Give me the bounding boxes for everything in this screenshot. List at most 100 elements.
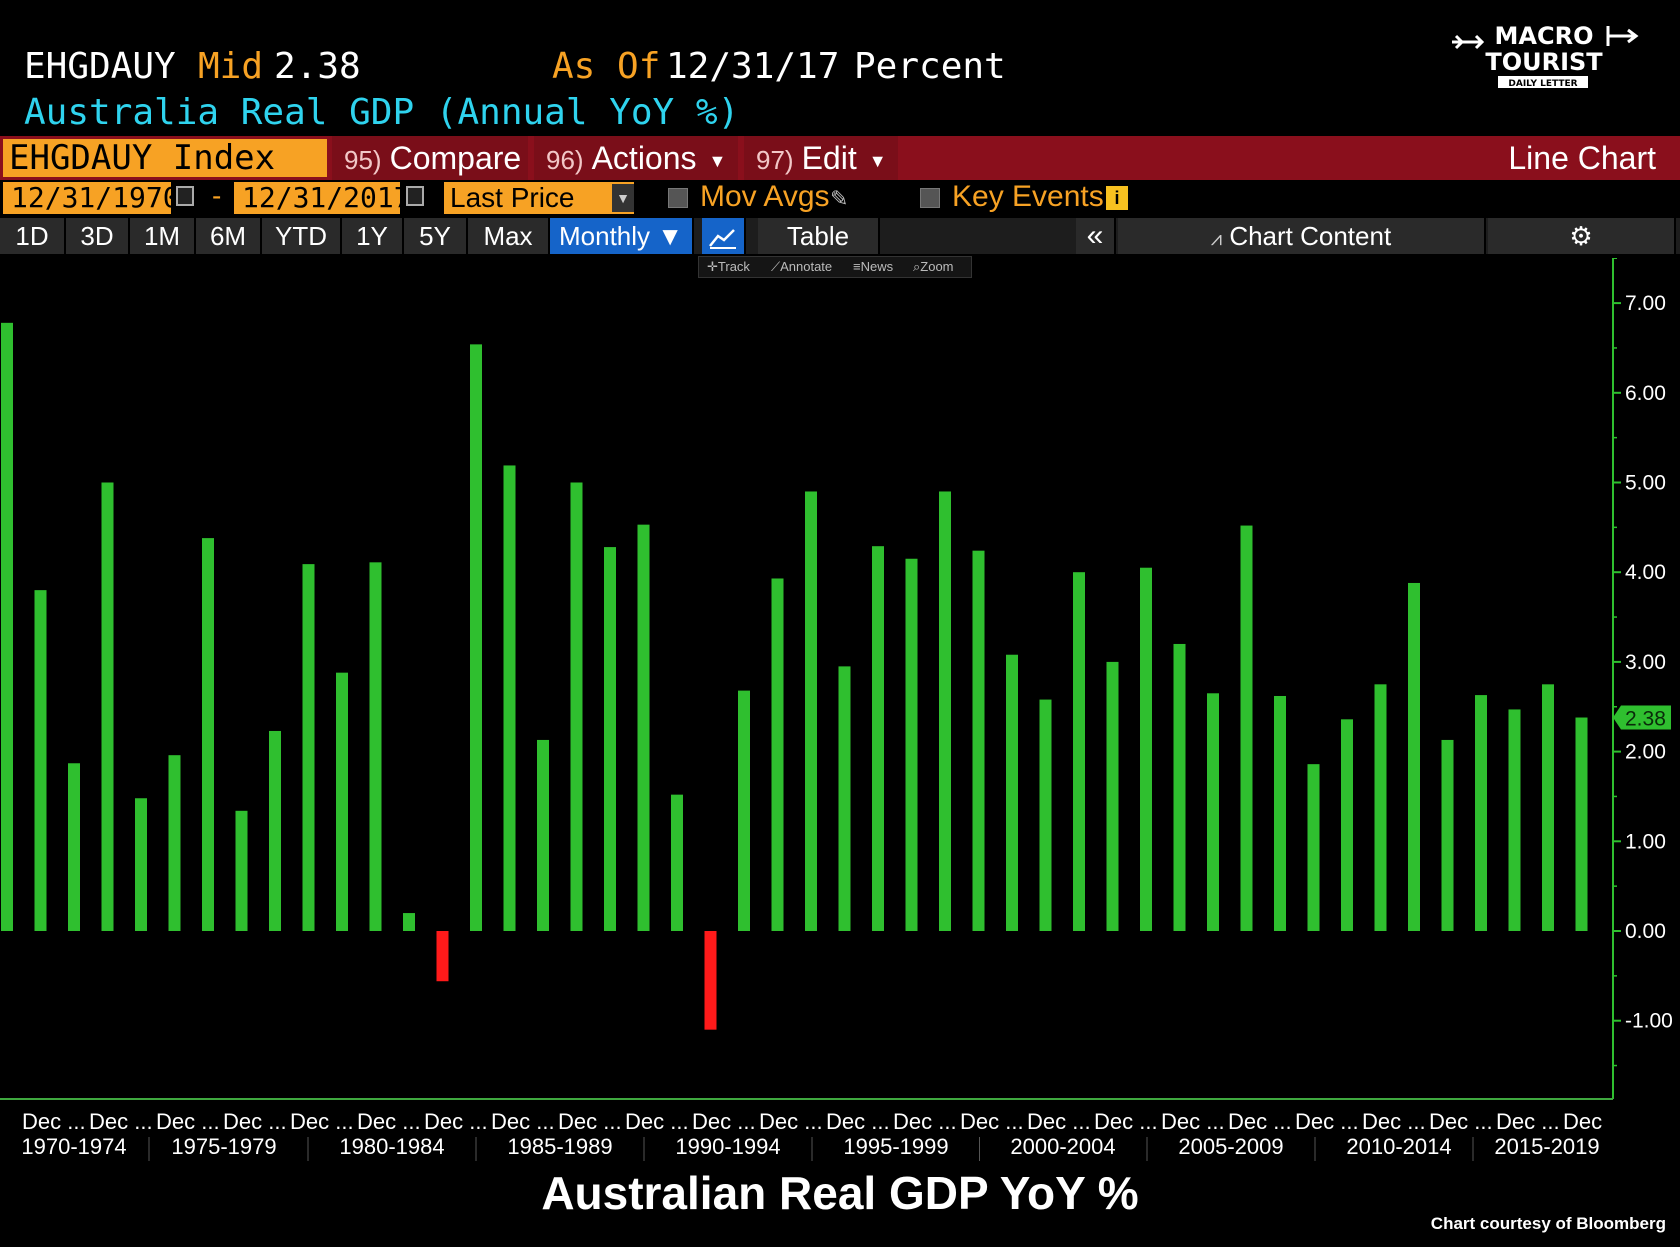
gdp-bar	[1039, 699, 1052, 931]
period-ytd-button[interactable]: YTD	[262, 218, 342, 254]
period-max-button[interactable]: Max	[468, 218, 550, 254]
gdp-bar	[604, 547, 616, 931]
gdp-bar	[336, 672, 348, 931]
annotate-tool[interactable]: ⟋ Annotate	[771, 257, 832, 277]
gdp-bar	[805, 491, 817, 931]
chart-content-icon: ⩘	[1210, 228, 1223, 250]
period-5y-button[interactable]: 5Y	[404, 218, 468, 254]
frequency-select[interactable]: Monthly ▼	[550, 218, 694, 254]
field-select[interactable]: Last Price	[444, 182, 634, 214]
calendar-icon[interactable]	[406, 186, 424, 206]
x-tick-label: Dec ...	[1161, 1109, 1225, 1134]
table-button[interactable]: Table	[758, 218, 880, 254]
pencil-icon[interactable]: ✎	[830, 186, 849, 211]
chart-type-label[interactable]: Line Chart	[1508, 140, 1656, 176]
key-events-label: Key Events	[952, 180, 1104, 213]
asof-label: As Of	[552, 46, 661, 87]
x-tick-label: Dec ...	[1027, 1109, 1091, 1134]
x-tick-label: Dec	[1563, 1109, 1602, 1134]
gdp-bar	[1140, 567, 1152, 931]
collapse-icon[interactable]: «	[1076, 218, 1116, 254]
end-date-input[interactable]: 12/31/2017	[234, 182, 411, 214]
gdp-bar	[1307, 764, 1320, 931]
compare-number: 95)	[344, 145, 382, 175]
frequency-label: Monthly	[558, 221, 651, 251]
bar-chart: -1.00 0.00 1.00 2.00 3.00 4.00 5.00 6.00 7.00 2.3…	[0, 258, 1673, 1161]
gdp-bar	[771, 578, 784, 931]
gdp-bar	[470, 344, 482, 931]
x-tick-label: Dec ...	[826, 1109, 890, 1134]
ticker-symbol: EHGDAUY	[24, 46, 176, 87]
x-tick-label: Dec ...	[1295, 1109, 1359, 1134]
edit-label: Edit	[801, 140, 857, 176]
mov-avgs-checkbox[interactable]	[668, 188, 688, 208]
compare-button[interactable]: 95) Compare	[332, 136, 528, 180]
gdp-bar	[1274, 695, 1286, 931]
units-label: Percent	[854, 46, 1006, 87]
x-tick-label: Dec ...	[89, 1109, 153, 1134]
period-1y-button[interactable]: 1Y	[342, 218, 404, 254]
start-date-input[interactable]: 12/31/1970	[3, 182, 180, 214]
caret-down-icon: ▼	[868, 150, 887, 171]
x-group-label: 1985-1989	[507, 1134, 612, 1159]
gdp-bar	[1341, 719, 1353, 931]
gdp-bar	[1, 322, 13, 931]
zoom-tool[interactable]: ⌕ Zoom	[913, 257, 954, 277]
track-label: Track	[717, 259, 750, 274]
period-3d-button[interactable]: 3D	[66, 218, 130, 254]
gdp-bar	[1006, 654, 1018, 931]
gdp-bar	[1475, 695, 1487, 931]
gdp-bar	[637, 524, 650, 931]
gdp-bar	[671, 794, 683, 931]
gdp-bar	[403, 913, 415, 931]
calendar-icon[interactable]	[176, 186, 194, 206]
y-tick-label: 1.00	[1625, 830, 1666, 853]
gdp-bar	[905, 558, 918, 931]
x-tick-label: Dec ...	[22, 1109, 86, 1134]
last-value-marker	[1613, 705, 1671, 730]
gdp-bar	[1575, 717, 1588, 931]
chart-title: Australian Real GDP YoY %	[541, 1167, 1139, 1219]
y-tick-label: -1.00	[1625, 1010, 1673, 1033]
y-tick-label: 2.00	[1625, 741, 1666, 764]
dropdown-arrow-icon[interactable]: ▼	[612, 184, 634, 212]
x-group-label: 2005-2009	[1178, 1134, 1283, 1159]
x-tick-label: Dec ...	[1228, 1109, 1292, 1134]
gdp-bar	[1207, 693, 1219, 931]
gear-icon[interactable]: ⚙	[1488, 218, 1676, 254]
y-tick-label: 5.00	[1625, 472, 1666, 495]
chart-credit: Chart courtesy of Bloomberg	[1430, 1214, 1666, 1233]
x-group-label: 2010-2014	[1346, 1134, 1451, 1159]
chart-content-button[interactable]: ⩘ Chart Content	[1118, 218, 1486, 254]
news-tool[interactable]: ≡ News	[853, 257, 893, 277]
period-1m-button[interactable]: 1M	[130, 218, 196, 254]
x-tick-label: Dec ...	[357, 1109, 421, 1134]
info-icon[interactable]: i	[1106, 186, 1128, 210]
gdp-bar	[1173, 643, 1186, 931]
line-chart-icon[interactable]	[702, 218, 746, 254]
gdp-bar	[872, 546, 884, 931]
gdp-bar	[68, 763, 80, 931]
x-tick-label: Dec ...	[1094, 1109, 1158, 1134]
mov-avgs-label: Mov Avgs	[700, 180, 830, 213]
edit-menu[interactable]: 97) Edit ▼	[744, 136, 898, 180]
x-tick-label: Dec ...	[1362, 1109, 1426, 1134]
actions-menu[interactable]: 96) Actions ▼	[534, 136, 738, 180]
gdp-bar	[1542, 684, 1554, 931]
x-tick-label: Dec ...	[960, 1109, 1024, 1134]
gdp-bar	[1073, 572, 1085, 931]
key-events-checkbox[interactable]	[920, 188, 940, 208]
news-label: News	[860, 259, 894, 274]
x-group-label: 1975-1979	[171, 1134, 276, 1159]
gdp-bar	[838, 666, 851, 931]
actions-number: 96)	[546, 145, 584, 175]
period-6m-button[interactable]: 6M	[196, 218, 262, 254]
gdp-bar	[570, 482, 583, 931]
y-tick-label: 7.00	[1625, 292, 1666, 315]
gdp-bar	[1408, 582, 1420, 931]
x-tick-label: Dec ...	[759, 1109, 823, 1134]
security-field[interactable]: EHGDAUY Index	[3, 139, 327, 177]
period-1d-button[interactable]: 1D	[0, 218, 66, 254]
gdp-bar	[537, 739, 549, 931]
track-tool[interactable]: ✛ Track	[707, 257, 750, 277]
